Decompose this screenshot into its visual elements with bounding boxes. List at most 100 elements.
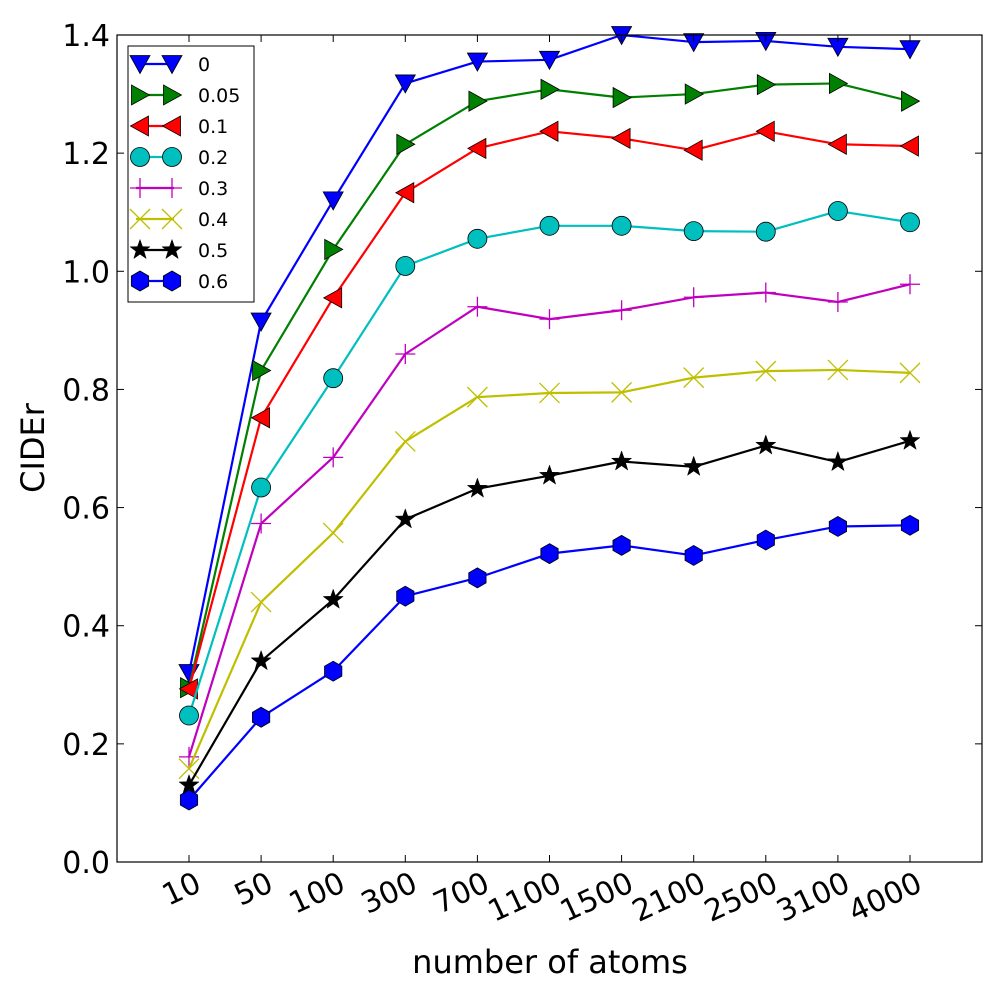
data-point-0.4-2500 — [755, 360, 777, 382]
data-point-0-1100 — [538, 50, 561, 71]
legend: 0 0.05 0.1 0.2 0.3 0.4 0.5 0.6 — [127, 45, 255, 303]
data-point-0.2-4000 — [900, 212, 920, 233]
series-0.2 — [179, 201, 920, 726]
legend-label: 0 — [198, 54, 210, 76]
legend-marker-0.5 — [161, 238, 183, 260]
data-point-0.3-2500 — [755, 282, 776, 303]
data-point-0.05-3100 — [829, 72, 849, 95]
legend-marker-0.05 — [163, 84, 183, 106]
series-0.6 — [179, 514, 920, 811]
data-point-0.3-100 — [323, 447, 344, 468]
data-point-0.6-2100 — [684, 544, 703, 566]
data-point-0.4-300 — [394, 430, 416, 452]
y-tick-label: 0.8 — [62, 373, 110, 408]
y-tick-label: 1.2 — [62, 137, 110, 172]
data-point-0.5-1100 — [538, 464, 561, 485]
data-point-0.5-10 — [178, 773, 200, 795]
data-point-0.5-1500 — [610, 450, 633, 471]
data-point-0.1-300 — [394, 182, 415, 204]
legend-entry-0.6: 0.6 — [130, 270, 228, 293]
data-point-0.2-100 — [323, 368, 344, 389]
legend-marker-0.6 — [162, 270, 182, 292]
x-tick-label: 10 — [157, 866, 206, 914]
data-point-0.4-700 — [466, 386, 488, 408]
legend-marker-0.5 — [129, 238, 151, 260]
data-point-0.5-2500 — [755, 434, 777, 455]
data-point-0.4-4000 — [899, 362, 921, 384]
data-point-0.6-2500 — [756, 529, 775, 551]
data-point-0.5-100 — [322, 588, 344, 609]
data-point-0.4-100 — [322, 522, 344, 544]
y-tick-label: 0.2 — [62, 728, 110, 763]
data-point-0.1-1100 — [539, 120, 559, 142]
data-point-0.3-2100 — [683, 287, 704, 308]
data-point-0.6-1500 — [612, 534, 631, 556]
series-layer — [178, 26, 921, 811]
data-point-0.1-700 — [467, 137, 487, 160]
series-0.1 — [178, 120, 919, 700]
data-point-0.2-2100 — [683, 221, 704, 242]
legend-label: 0.6 — [198, 271, 228, 293]
data-point-0.05-2500 — [756, 73, 777, 96]
series-0.05 — [180, 72, 921, 699]
data-point-0.1-50 — [250, 407, 271, 429]
data-point-0.3-3100 — [827, 292, 848, 313]
data-point-0.3-300 — [395, 343, 416, 364]
data-point-0.5-50 — [250, 649, 272, 671]
legend-box — [127, 45, 255, 303]
data-point-0.05-1500 — [612, 86, 632, 109]
data-point-0.2-1100 — [539, 215, 560, 236]
data-point-0.5-3100 — [827, 450, 849, 472]
legend-entry-0.1: 0.1 — [129, 115, 228, 138]
data-point-0.05-50 — [252, 359, 272, 382]
data-point-0.1-3100 — [827, 133, 847, 155]
data-point-0.4-3100 — [827, 359, 849, 381]
data-point-0.05-300 — [396, 133, 416, 155]
legend-marker-0.3 — [130, 178, 150, 198]
data-point-0.1-2100 — [683, 139, 703, 161]
data-point-0.6-10 — [179, 789, 199, 811]
data-point-0.2-10 — [179, 705, 199, 726]
x-tick-label: 50 — [229, 866, 278, 914]
data-point-0.05-1100 — [540, 78, 560, 101]
data-point-0.3-10 — [179, 746, 199, 767]
legend-entry-0.5: 0.5 — [129, 238, 228, 262]
data-point-0.2-300 — [395, 256, 416, 276]
legend-entry-0.05: 0.05 — [131, 84, 240, 107]
series-0.3 — [179, 274, 920, 767]
data-point-0-100 — [322, 191, 344, 211]
series-0.5 — [178, 429, 921, 795]
legend-marker-0.1 — [129, 115, 149, 137]
series-0 — [178, 26, 921, 684]
series-0.4 — [178, 359, 921, 780]
legend-label: 0.5 — [198, 240, 228, 262]
data-point-0.1-100 — [322, 287, 343, 309]
legend-entry-0: 0 — [129, 54, 210, 76]
data-point-0-700 — [466, 52, 489, 72]
data-point-0.3-50 — [251, 513, 272, 534]
data-point-0.2-2500 — [755, 221, 776, 242]
legend-marker-0 — [129, 55, 151, 75]
data-point-0.6-4000 — [900, 514, 920, 536]
legend-marker-0 — [161, 55, 183, 75]
data-point-0.2-1500 — [611, 215, 632, 236]
x-tick-label: 700 — [428, 866, 495, 922]
legend-marker-0.2 — [162, 147, 182, 167]
legend-label: 0.3 — [198, 178, 228, 200]
data-point-0.2-3100 — [828, 201, 848, 221]
data-point-0.1-4000 — [899, 135, 919, 157]
data-point-0-2100 — [683, 33, 705, 53]
legend-marker-0.2 — [130, 147, 150, 167]
data-point-0.1-1500 — [611, 127, 631, 150]
y-axis-label: CIDEr — [14, 402, 52, 493]
x-tick-label: 4000 — [843, 866, 927, 930]
data-point-0.5-300 — [394, 508, 417, 529]
legend-label: 0.4 — [198, 209, 228, 231]
data-point-0.6-700 — [468, 567, 487, 589]
data-point-0.4-1100 — [539, 382, 560, 404]
data-point-0.5-4000 — [899, 429, 921, 450]
data-point-0.6-1100 — [540, 543, 559, 565]
legend-entry-0.2: 0.2 — [130, 147, 228, 169]
x-tick-label: 100 — [284, 866, 351, 922]
